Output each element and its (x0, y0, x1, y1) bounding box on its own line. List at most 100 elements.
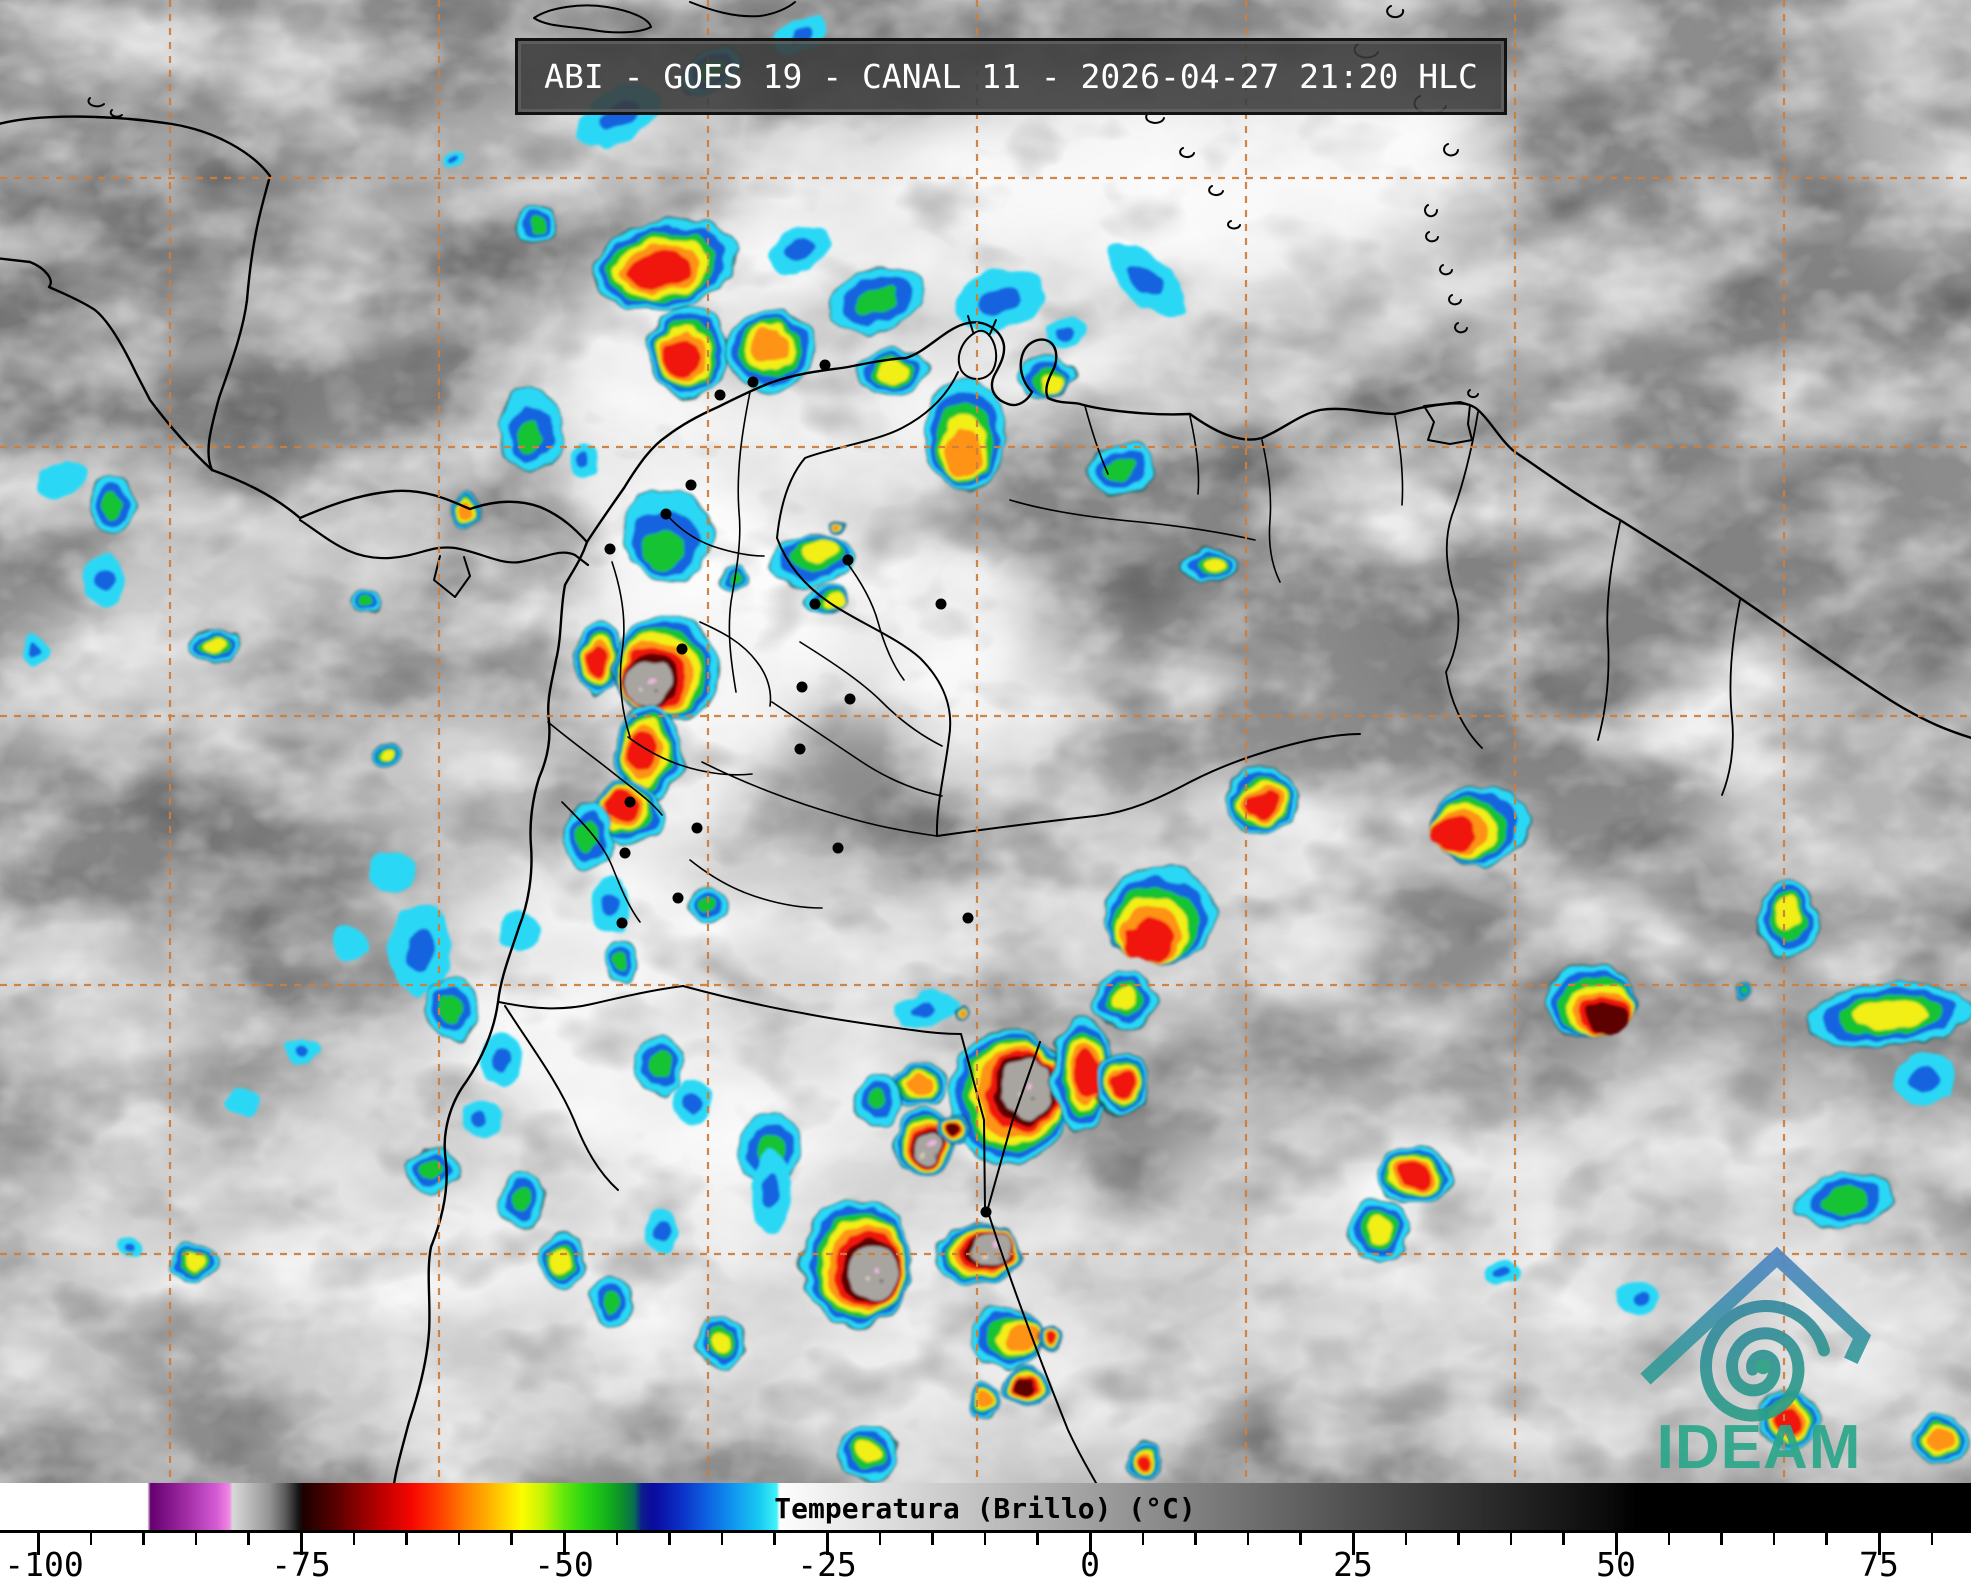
city-dot (980, 1206, 992, 1218)
storm-cell (605, 940, 639, 984)
storm-cell (540, 1230, 584, 1294)
colorbar-minor-tick (194, 1533, 198, 1545)
city-dot (962, 912, 974, 924)
colorbar-minor-tick (983, 1533, 987, 1545)
storm-cell (367, 853, 413, 891)
city-dot (842, 554, 854, 566)
storm-cell (1015, 354, 1077, 400)
border-leticia-trapezoid (960, 1033, 1097, 1483)
colorbar-minor-tick (142, 1533, 145, 1545)
colorbar-major-tick (299, 1533, 303, 1555)
city-dot (685, 479, 697, 491)
title-bar: ABI - GOES 19 - CANAL 11 - 2026-04-27 21… (515, 38, 1507, 115)
storm-cell (1430, 785, 1530, 865)
storm-cell (501, 909, 539, 951)
storm-cell (516, 207, 558, 243)
storm-cell (118, 1239, 144, 1257)
storm-cell (389, 904, 451, 996)
storm-cell (1348, 1198, 1412, 1262)
storm-cell (34, 460, 86, 500)
storm-cell (24, 635, 50, 665)
city-dot (624, 796, 636, 808)
colorbar-minor-tick (247, 1533, 250, 1545)
city-dot (604, 543, 616, 555)
colorbar-major-tick (1877, 1533, 1881, 1555)
colorbar-minor-tick (1036, 1533, 1039, 1545)
storm-cell (1795, 1172, 1895, 1228)
storm-cell (1733, 985, 1749, 999)
colorbar-minor-tick (1562, 1533, 1565, 1545)
colorbar-tick-label: 75 (1859, 1545, 1899, 1577)
satellite-map (0, 0, 1971, 1483)
colorbar-tick-label: -100 (4, 1545, 84, 1577)
storm-cell (924, 378, 1006, 492)
city-dot (660, 508, 672, 520)
city-dot (794, 743, 806, 755)
country-borders (0, 1, 1971, 1483)
storm-cell (769, 532, 855, 588)
storm-cell (890, 1062, 950, 1108)
city-markers (604, 359, 992, 1218)
city-dot (676, 643, 688, 655)
storm-cell (1106, 244, 1186, 316)
storm-cell (1543, 963, 1637, 1037)
storm-cell (969, 1306, 1043, 1370)
storm-cell (574, 620, 622, 696)
colorbar-minor-tick (1720, 1533, 1723, 1545)
colorbar-minor-tick (615, 1533, 619, 1545)
storm-cell (1910, 1416, 1970, 1464)
colorbar-minor-tick (720, 1533, 724, 1545)
storm-cell (593, 218, 737, 312)
border-hispaniola-tip (689, 1, 796, 18)
storm-cell (425, 978, 479, 1042)
colorbar-minor-tick (668, 1533, 671, 1545)
colorbar-minor-tick (1194, 1533, 1197, 1545)
storm-cell (497, 389, 563, 471)
colorbar-major-tick (1351, 1533, 1355, 1555)
colorbar-minor-tick (1509, 1533, 1513, 1545)
colorbar-tick-label: 0 (1080, 1545, 1100, 1577)
storm-cell (646, 1211, 678, 1253)
border-trinidad (1423, 389, 1479, 445)
colorbar-tick-label: -25 (797, 1545, 857, 1577)
colorbar-major-tick (1088, 1533, 1092, 1555)
storm-cell (373, 742, 403, 768)
storm-cell (1225, 766, 1299, 834)
storm-cell (636, 1033, 684, 1097)
colorbar-tick-label: 25 (1333, 1545, 1373, 1577)
storm-cell (949, 1028, 1067, 1166)
city-dot (796, 681, 808, 693)
city-dot (935, 598, 947, 610)
border-venezuela-brazil-border (936, 733, 1361, 837)
colorbar-minor-tick (405, 1533, 408, 1545)
city-dot (616, 917, 628, 929)
colorbar-minor-tick (1246, 1533, 1250, 1545)
city-dot (809, 598, 821, 610)
storm-cell (1378, 1145, 1452, 1205)
storm-cell (1037, 1326, 1065, 1352)
storm-cell (1043, 318, 1087, 346)
colorbar-major-tick (825, 1533, 829, 1555)
border-central-america-coast (0, 115, 272, 472)
storm-cell (1125, 1442, 1165, 1482)
colorbar-minor-tick (773, 1533, 776, 1545)
storm-cell (592, 1275, 632, 1329)
storm-cell (613, 706, 683, 804)
storm-cell (1050, 1018, 1114, 1132)
storm-cell (453, 492, 479, 528)
storm-cell (459, 1101, 501, 1139)
storm-cell (1093, 970, 1157, 1030)
storm-cell (226, 1089, 258, 1115)
storm-cell (647, 305, 729, 399)
storm-cell (623, 488, 713, 582)
border-caribbean-panama-colombia-venezuela-coast (210, 321, 1971, 740)
border-venezuela-internal (1009, 405, 1404, 583)
colorbar-minor-tick (1825, 1533, 1828, 1545)
cirrus-streaks (62, 61, 1971, 1199)
city-dot (832, 842, 844, 854)
border-ecuador-peru-border (504, 1005, 619, 1191)
storm-cell (1756, 883, 1820, 957)
storm-cell (186, 628, 240, 662)
storm-cell (753, 1150, 791, 1234)
storm-cell (1619, 1284, 1661, 1316)
